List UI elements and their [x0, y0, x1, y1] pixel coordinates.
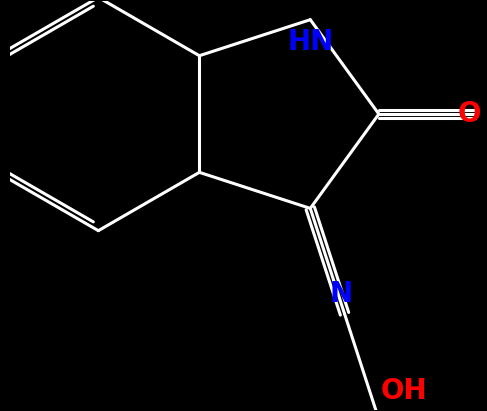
Text: O: O: [457, 100, 481, 128]
Text: HN: HN: [287, 28, 334, 56]
Text: N: N: [329, 280, 353, 308]
Text: OH: OH: [381, 377, 427, 405]
